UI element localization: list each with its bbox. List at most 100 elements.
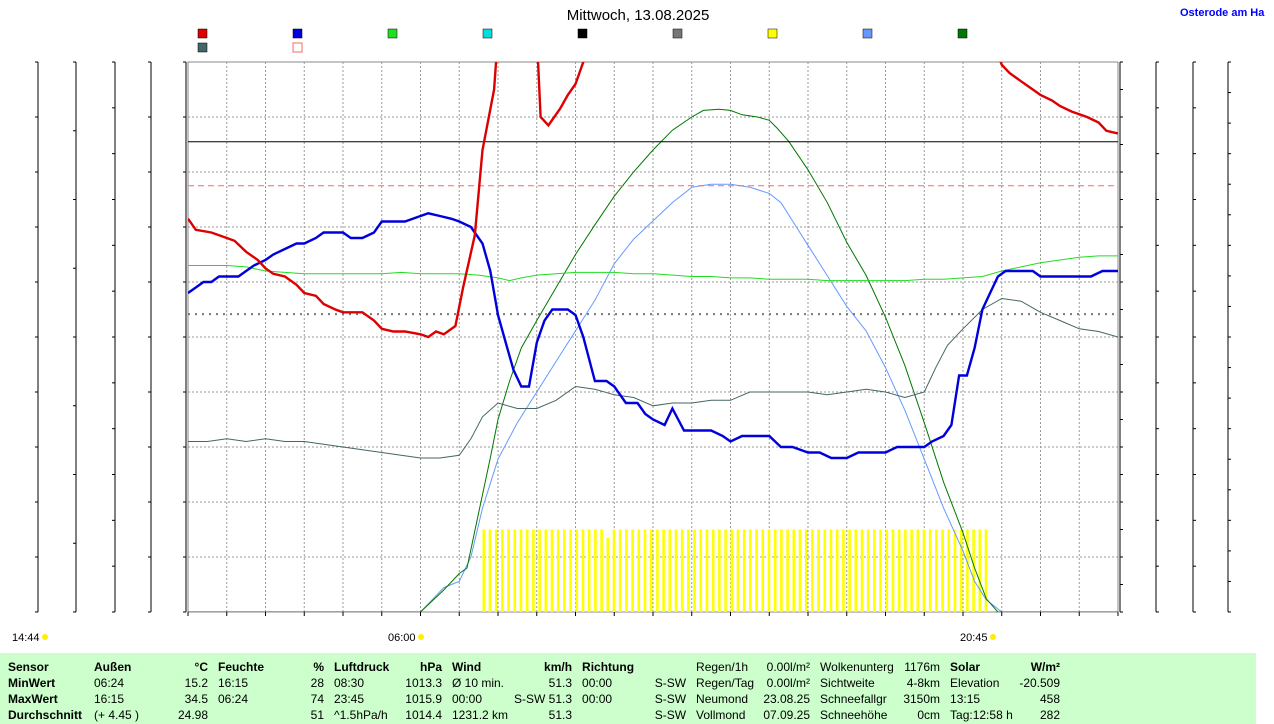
stats-cell: MaxWert: [8, 692, 58, 706]
sunshine-bar: [736, 529, 740, 612]
sunshine-bar: [532, 529, 535, 612]
sunrise-label: 06:00: [388, 632, 416, 644]
stats-cell: 1231.2 km: [452, 708, 509, 722]
sunshine-bar: [742, 529, 746, 612]
stats-row-avg: Durchschnitt (+ 4.45 ) 24.98 51 ^1.5hPa/…: [8, 707, 1060, 723]
sunshine-bar: [792, 529, 796, 612]
stats-cell: 06:24: [94, 676, 125, 690]
sunshine-bar: [575, 529, 579, 612]
stats-cell: 08:30: [334, 676, 365, 690]
legend-swatch: [577, 28, 588, 39]
sunshine-bar: [668, 529, 672, 612]
sunshine-bar: [978, 529, 982, 612]
legend-swatch: [197, 42, 208, 53]
stats-cell: [644, 659, 696, 675]
statistics-panel: Sensor Außen °C Feuchte % Luftdruck hPa …: [0, 653, 1256, 724]
sunshine-bar: [916, 529, 920, 612]
stats-cell: Elevation: [950, 676, 1000, 690]
legend-swatch: [672, 28, 683, 39]
stats-cell: Luftdruck: [334, 660, 390, 674]
stats-cell: Sichtweite: [820, 676, 875, 690]
sunshine-bar: [879, 529, 882, 612]
sunshine-bar: [482, 529, 486, 612]
sunshine-bar: [910, 529, 913, 612]
sunshine-bar: [755, 529, 758, 612]
stats-cell: hPa: [419, 660, 442, 674]
sunshine-bar: [928, 529, 932, 612]
chart-title: Mittwoch, 13.08.2025: [567, 7, 710, 24]
stats-cell: Solar: [950, 660, 981, 674]
sunshine-bar: [594, 529, 597, 612]
sunshine-bar: [984, 529, 988, 612]
stats-cell: 16:15: [94, 692, 125, 706]
stats-cell: 00:00: [582, 676, 613, 690]
stats-cell: °C: [194, 660, 208, 674]
sunshine-bar: [804, 529, 808, 612]
sunshine-bar: [922, 529, 926, 612]
sunshine-bar: [637, 529, 641, 612]
sunshine-bar: [947, 529, 951, 612]
stats-cell: Vollmond: [696, 708, 746, 722]
sunshine-bar: [885, 529, 889, 612]
stats-cell: W/m²: [1030, 660, 1061, 674]
stats-cell: 4-8km: [906, 676, 941, 690]
sunshine-bar: [680, 529, 684, 612]
legend-swatch: [197, 28, 208, 39]
sunshine-bar: [649, 529, 653, 612]
stats-cell: 51.3: [548, 708, 573, 722]
stats-cell: 15.2: [184, 676, 208, 690]
stats-cell: 23.08.25: [763, 692, 811, 706]
sunshine-bar: [556, 529, 560, 612]
sunshine-bar: [643, 529, 647, 612]
stats-cell: 51.3: [548, 676, 573, 690]
sunshine-bar: [798, 529, 802, 612]
stats-cell: 0cm: [917, 708, 941, 722]
sunshine-bar: [829, 529, 833, 612]
sun-icon: [42, 634, 48, 640]
stats-cell: Tag:12:58 h: [950, 708, 1013, 722]
stats-cell: 1014.4: [405, 708, 442, 722]
stats-cell: -20.509: [1019, 676, 1061, 690]
sunshine-bars: [482, 529, 988, 612]
legend-swatch: [387, 28, 398, 39]
stats-cell: 23:45: [334, 692, 365, 706]
stats-cell: Schneehöhe: [820, 708, 888, 722]
sunshine-bar: [488, 529, 492, 612]
stats-cell: km/h: [544, 660, 573, 674]
stats-cell: Ø 10 min.: [452, 676, 505, 690]
legend: [197, 28, 968, 53]
sunshine-bar: [730, 529, 734, 612]
stats-cell: S-SW: [654, 692, 687, 706]
sunshine-bar: [687, 529, 690, 612]
station-name[interactable]: Osterode am Ha: [1180, 7, 1265, 19]
sunshine-bar: [625, 529, 628, 612]
stats-cell: Schneefallgr: [820, 692, 887, 706]
series-line-au-en: [188, 62, 1118, 339]
sunshine-bar: [749, 529, 752, 612]
sunshine-bar: [569, 529, 572, 612]
stats-cell: S-SW 51.3: [514, 692, 573, 706]
legend-swatch: [862, 28, 873, 39]
sunshine-bar: [513, 529, 517, 612]
stats-cell: 07.09.25: [763, 708, 811, 722]
x-axis: [187, 612, 1119, 616]
sunset-label: 20:45: [960, 632, 988, 644]
sunshine-bar: [612, 529, 616, 612]
stats-cell: 74: [310, 692, 324, 706]
stats-row-max: MaxWert 16:15 34.5 06:24 74 23:45 1015.9…: [8, 691, 1060, 707]
sunshine-bar: [501, 529, 504, 612]
sunshine-bar: [835, 529, 839, 612]
axes: [35, 61, 1231, 613]
stats-cell: 3150m: [903, 692, 941, 706]
sunshine-bar: [767, 529, 771, 612]
sunshine-bar: [606, 537, 610, 612]
sunshine-bar: [563, 529, 566, 612]
sunshine-bar: [941, 529, 944, 612]
sunshine-bar: [507, 529, 510, 612]
sunshine-bar: [780, 529, 783, 612]
stats-cell: Richtung: [582, 660, 635, 674]
stats-cell: 28: [310, 676, 324, 690]
sunshine-bar: [848, 529, 851, 612]
series-lines: [188, 62, 1118, 612]
